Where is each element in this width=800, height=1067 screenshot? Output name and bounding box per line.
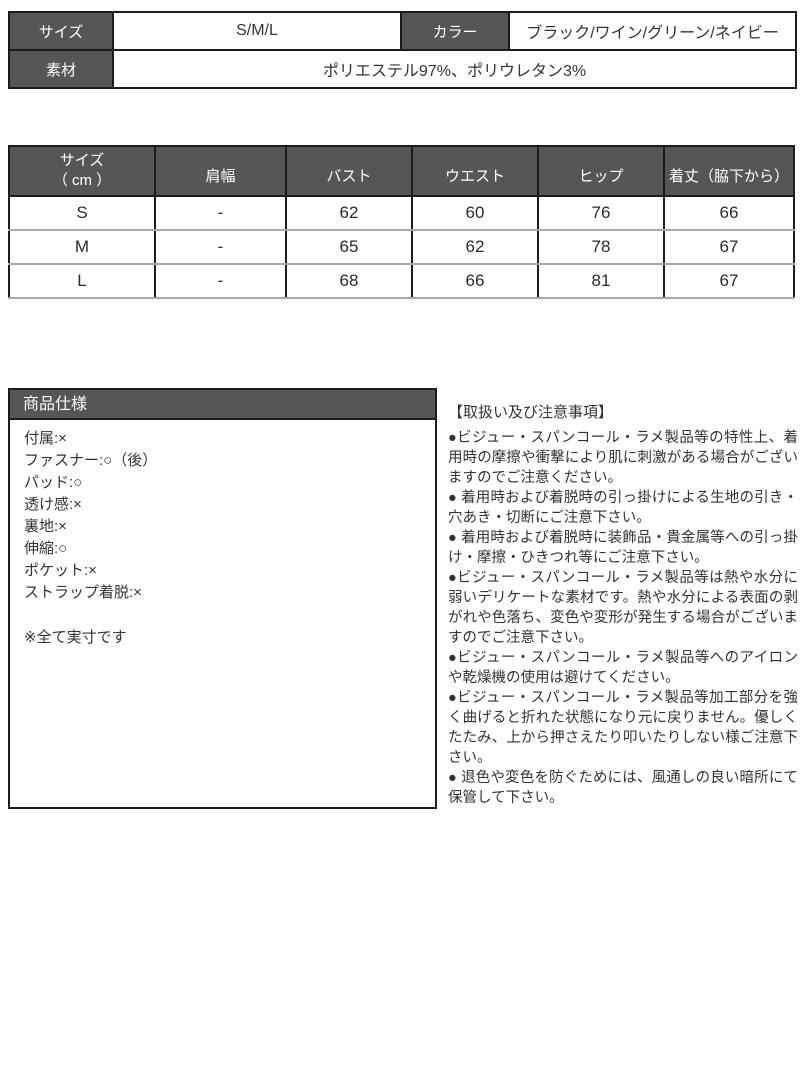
size-chart-header-length: 着丈（脇下から） (663, 145, 795, 197)
length-cell: 66 (663, 196, 795, 231)
spec-measurement-note: ※全て実寸です (24, 629, 127, 646)
color-value-cell: ブラック/ワイン/グリーン/ネイビー (508, 11, 797, 51)
color-label-cell: カラー (400, 11, 510, 51)
size-chart-header-shoulder: 肩幅 (154, 145, 287, 197)
shoulder-cell: - (154, 196, 287, 231)
material-label-cell: 素材 (8, 49, 114, 89)
product-info-table: サイズ S/M/L カラー ブラック/ワイン/グリーン/ネイビー 素材 ポリエス… (8, 11, 797, 89)
product-spec-title-bar: 商品仕様 (10, 390, 435, 420)
size-chart-header-size-line2: （ cm ） (52, 172, 112, 189)
size-cell: L (8, 264, 156, 299)
size-chart-row-m: M - 65 62 78 67 (8, 230, 795, 265)
hip-cell: 81 (537, 264, 665, 299)
bust-cell: 65 (285, 230, 413, 265)
bust-cell: 62 (285, 196, 413, 231)
hip-cell: 76 (537, 196, 665, 231)
care-note-friction: ●ビジュー・スパンコール・ラメ製品等の特性上、着用時の摩擦や衝撃により肌に刺激が… (448, 430, 798, 486)
size-label-cell: サイズ (8, 11, 114, 51)
care-note-bending: ●ビジュー・スパンコール・ラメ製品等加工部分を強く曲げると折れた状態になり元に戻… (448, 690, 798, 766)
size-chart-header-waist: ウエスト (411, 145, 539, 197)
waist-cell: 66 (411, 264, 539, 299)
size-chart-row-s: S - 62 60 76 66 (8, 196, 795, 231)
spec-item-stretch: 伸縮:○ (24, 540, 68, 557)
product-spec-list: 付属:× ファスナー:○（後） パッド:○ 透け感:× 裏地:× 伸縮:○ ポケ… (10, 420, 435, 604)
size-value-cell: S/M/L (112, 11, 402, 51)
care-note-heat-moisture: ●ビジュー・スパンコール・ラメ製品等は熱や水分に弱いデリケートな素材です。熱や水… (448, 570, 798, 646)
spec-item-sheerness: 透け感:× (24, 496, 82, 513)
product-spec-box: 商品仕様 付属:× ファスナー:○（後） パッド:○ 透け感:× 裏地:× 伸縮… (8, 388, 437, 809)
spec-item-fastener: ファスナー:○（後） (24, 452, 158, 469)
info-row-material: 素材 ポリエステル97%、ポリウレタン3% (8, 49, 797, 89)
size-chart-header-bust: バスト (285, 145, 413, 197)
spec-item-lining: 裏地:× (24, 518, 67, 535)
spec-item-pad: パッド:○ (24, 474, 83, 491)
shoulder-cell: - (154, 230, 287, 265)
spec-item-accessory: 付属:× (24, 430, 67, 447)
material-value-cell: ポリエステル97%、ポリウレタン3% (112, 49, 797, 89)
hip-cell: 78 (537, 230, 665, 265)
size-chart-header-size-cm: サイズ （ cm ） (8, 145, 156, 197)
care-note-storage: ● 退色や変色を防ぐためには、風通しの良い暗所にて保管して下さい。 (448, 770, 798, 806)
shoulder-cell: - (154, 264, 287, 299)
care-notes-section: 【取扱い及び注意事項】 ●ビジュー・スパンコール・ラメ製品等の特性上、着用時の摩… (448, 403, 798, 808)
care-note-iron-dryer: ●ビジュー・スパンコール・ラメ製品等へのアイロンや乾燥機の使用は避けてください。 (448, 650, 798, 686)
info-row-size-color: サイズ S/M/L カラー ブラック/ワイン/グリーン/ネイビー (8, 11, 797, 51)
waist-cell: 62 (411, 230, 539, 265)
size-cell: M (8, 230, 156, 265)
waist-cell: 60 (411, 196, 539, 231)
care-notes-title: 【取扱い及び注意事項】 (448, 404, 614, 421)
spec-item-pocket: ポケット:× (24, 562, 97, 579)
length-cell: 67 (663, 230, 795, 265)
size-cell: S (8, 196, 156, 231)
size-chart-header-hip: ヒップ (537, 145, 665, 197)
size-chart-row-l: L - 68 66 81 67 (8, 264, 795, 299)
care-note-jewelry: ● 着用時および着脱時に装飾品・貴金属等への引っ掛け・摩擦・ひきつれ等にご注意下… (448, 530, 798, 566)
bust-cell: 68 (285, 264, 413, 299)
size-chart-header-row: サイズ （ cm ） 肩幅 バスト ウエスト ヒップ 着丈（脇下から） (8, 145, 795, 197)
spec-item-strap: ストラップ着脱:× (24, 584, 142, 601)
length-cell: 67 (663, 264, 795, 299)
size-chart-table: サイズ （ cm ） 肩幅 バスト ウエスト ヒップ 着丈（脇下から） S - … (8, 145, 795, 299)
care-note-snagging: ● 着用時および着脱時の引っ掛けによる生地の引き・穴あき・切断にご注意下さい。 (448, 490, 798, 526)
size-chart-header-size-line1: サイズ (59, 152, 105, 169)
product-spec-title: 商品仕様 (23, 396, 88, 413)
